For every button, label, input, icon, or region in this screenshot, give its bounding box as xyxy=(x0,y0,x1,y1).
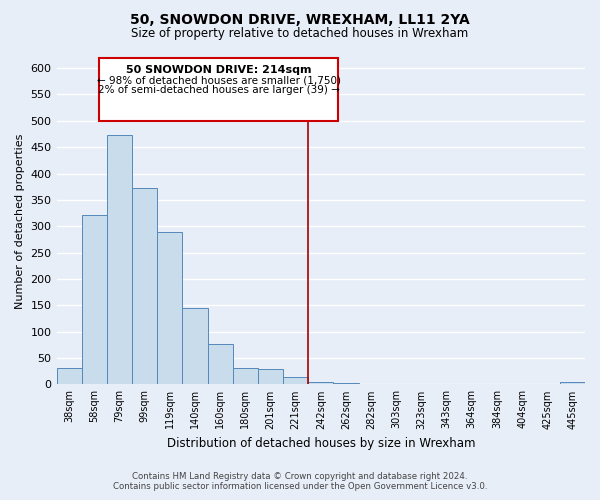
Bar xyxy=(560,382,585,384)
Y-axis label: Number of detached properties: Number of detached properties xyxy=(15,134,25,308)
Bar xyxy=(82,214,107,384)
Bar xyxy=(208,344,233,385)
Text: 50, SNOWDON DRIVE, WREXHAM, LL11 2YA: 50, SNOWDON DRIVE, WREXHAM, LL11 2YA xyxy=(130,12,470,26)
Bar xyxy=(258,369,283,384)
Bar xyxy=(157,232,182,384)
Text: Contains HM Land Registry data © Crown copyright and database right 2024.
Contai: Contains HM Land Registry data © Crown c… xyxy=(113,472,487,491)
Bar xyxy=(132,188,157,384)
X-axis label: Distribution of detached houses by size in Wrexham: Distribution of detached houses by size … xyxy=(167,437,475,450)
Text: 2% of semi-detached houses are larger (39) →: 2% of semi-detached houses are larger (3… xyxy=(98,85,340,95)
Bar xyxy=(107,135,132,384)
Text: ← 98% of detached houses are smaller (1,750): ← 98% of detached houses are smaller (1,… xyxy=(97,76,341,86)
Bar xyxy=(182,308,208,384)
Bar xyxy=(308,382,334,384)
Bar xyxy=(283,376,308,384)
Bar xyxy=(233,368,258,384)
FancyBboxPatch shape xyxy=(100,58,338,121)
Text: Size of property relative to detached houses in Wrexham: Size of property relative to detached ho… xyxy=(131,28,469,40)
Text: 50 SNOWDON DRIVE: 214sqm: 50 SNOWDON DRIVE: 214sqm xyxy=(126,65,311,75)
Bar xyxy=(56,368,82,384)
